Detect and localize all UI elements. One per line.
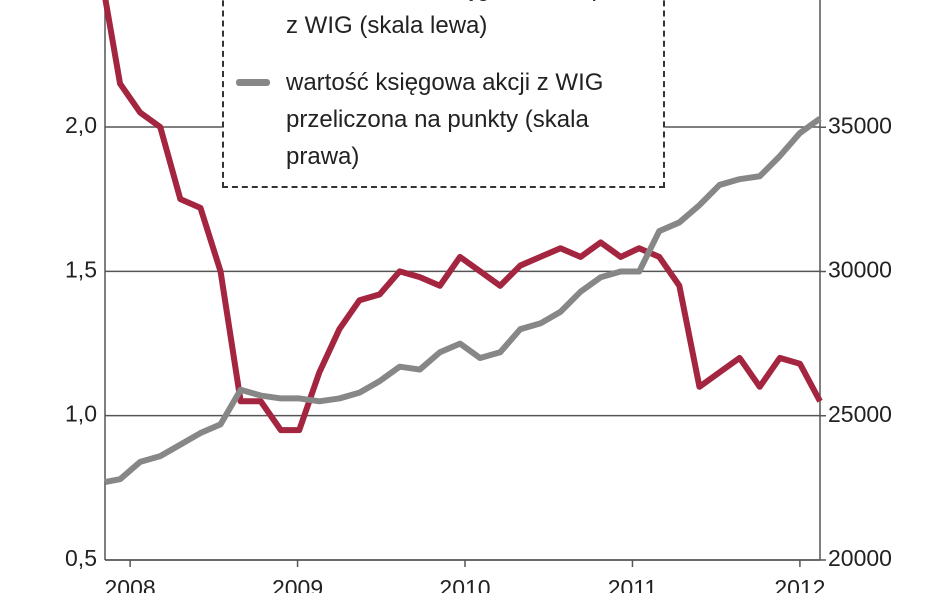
legend: cena/wartość księgowa dla spółek z WIG (… [222, 0, 665, 188]
y-tick-label: 1,5 [65, 256, 97, 282]
legend-item: wartość księgowa akcji z WIG przeliczona… [224, 64, 656, 175]
y2-tick-label: 35000 [828, 112, 892, 138]
x-tick-label: 2008 [105, 575, 156, 593]
legend-label: cena/wartość księgowa dla spółek z WIG (… [286, 0, 649, 39]
legend-swatch [236, 79, 270, 86]
data-line [102, 0, 823, 434]
x-tick-label: 2009 [272, 575, 323, 593]
legend-item: cena/wartość księgowa dla spółek z WIG (… [224, 0, 656, 44]
y2-tick-label: 30000 [828, 257, 892, 283]
y2-tick-label: 20000 [828, 545, 892, 571]
y-tick-label: 2,0 [65, 112, 97, 138]
y-tick-label: 0,5 [65, 545, 97, 571]
data-line [104, 116, 822, 486]
x-tick-label: 2010 [439, 575, 490, 593]
y-tick-label: 1,0 [65, 401, 97, 427]
x-tick-label: 2012 [774, 575, 825, 593]
legend-label: wartość księgowa akcji z WIG przeliczona… [286, 69, 604, 170]
x-tick-label: 2011 [608, 575, 657, 593]
y2-tick-label: 25000 [828, 401, 892, 427]
